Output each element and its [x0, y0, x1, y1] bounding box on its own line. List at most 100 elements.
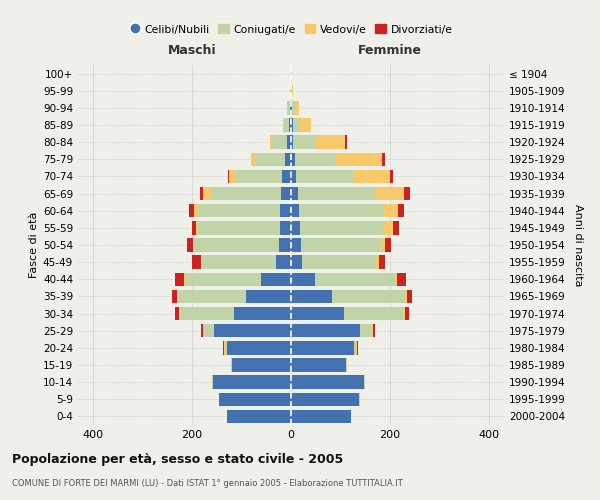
Bar [385, 238, 391, 252]
Bar [404, 187, 410, 200]
Text: Popolazione per età, sesso e stato civile - 2005: Popolazione per età, sesso e stato civil… [12, 452, 343, 466]
Bar [175, 307, 179, 320]
Text: Femmine: Femmine [358, 44, 422, 58]
Bar [291, 187, 298, 200]
Bar [256, 152, 285, 166]
Bar [291, 170, 296, 183]
Bar [292, 101, 295, 114]
Bar [199, 204, 280, 218]
Bar [291, 290, 332, 303]
Bar [376, 256, 379, 269]
Bar [295, 152, 335, 166]
Bar [361, 324, 371, 338]
Bar [281, 187, 291, 200]
Bar [371, 324, 373, 338]
Bar [291, 358, 346, 372]
Bar [172, 290, 176, 303]
Bar [301, 238, 381, 252]
Bar [291, 136, 293, 149]
Bar [230, 358, 232, 372]
Bar [291, 238, 301, 252]
Bar [397, 272, 406, 286]
Bar [223, 341, 224, 354]
Bar [405, 307, 409, 320]
Bar [383, 204, 398, 218]
Bar [291, 392, 359, 406]
Bar [203, 187, 212, 200]
Bar [198, 221, 280, 234]
Bar [296, 170, 353, 183]
Bar [300, 221, 383, 234]
Bar [212, 187, 281, 200]
Bar [200, 187, 203, 200]
Bar [332, 290, 405, 303]
Bar [282, 170, 291, 183]
Bar [302, 256, 376, 269]
Bar [194, 238, 278, 252]
Text: COMUNE DI FORTE DEI MARMI (LU) - Dati ISTAT 1° gennaio 2005 - Elaborazione TUTTI: COMUNE DI FORTE DEI MARMI (LU) - Dati IS… [12, 479, 403, 488]
Bar [382, 152, 385, 166]
Bar [393, 221, 399, 234]
Bar [224, 341, 227, 354]
Bar [293, 118, 301, 132]
Bar [270, 136, 272, 149]
Bar [373, 324, 375, 338]
Bar [272, 136, 287, 149]
Bar [291, 118, 293, 132]
Bar [227, 341, 291, 354]
Text: Maschi: Maschi [167, 44, 216, 58]
Bar [291, 101, 292, 114]
Bar [293, 136, 316, 149]
Bar [184, 272, 185, 286]
Bar [283, 118, 284, 132]
Bar [278, 238, 291, 252]
Bar [291, 256, 302, 269]
Bar [299, 204, 383, 218]
Bar [379, 256, 385, 269]
Bar [335, 152, 382, 166]
Bar [190, 204, 194, 218]
Bar [375, 187, 404, 200]
Y-axis label: Anni di nascita: Anni di nascita [572, 204, 583, 286]
Bar [201, 324, 203, 338]
Bar [192, 256, 201, 269]
Bar [395, 272, 397, 286]
Bar [235, 170, 282, 183]
Bar [346, 136, 347, 149]
Bar [175, 272, 184, 286]
Bar [295, 101, 299, 114]
Bar [291, 410, 352, 423]
Bar [364, 376, 365, 389]
Bar [280, 204, 291, 218]
Y-axis label: Fasce di età: Fasce di età [29, 212, 39, 278]
Bar [316, 136, 346, 149]
Bar [234, 307, 291, 320]
Bar [276, 256, 291, 269]
Bar [192, 221, 196, 234]
Bar [232, 358, 291, 372]
Bar [227, 410, 291, 423]
Bar [284, 118, 289, 132]
Bar [203, 324, 214, 338]
Bar [289, 118, 291, 132]
Bar [288, 101, 290, 114]
Bar [291, 221, 300, 234]
Bar [291, 307, 344, 320]
Bar [201, 256, 202, 269]
Legend: Celibi/Nubili, Coniugati/e, Vedovi/e, Divorziati/e: Celibi/Nubili, Coniugati/e, Vedovi/e, Di… [125, 20, 457, 39]
Bar [290, 101, 291, 114]
Bar [213, 376, 291, 389]
Bar [196, 221, 198, 234]
Bar [292, 84, 293, 98]
Bar [227, 170, 229, 183]
Bar [291, 376, 364, 389]
Bar [353, 170, 390, 183]
Bar [185, 272, 261, 286]
Bar [383, 221, 393, 234]
Bar [193, 238, 194, 252]
Bar [355, 341, 356, 354]
Bar [280, 221, 291, 234]
Bar [229, 170, 235, 183]
Bar [405, 290, 407, 303]
Bar [298, 187, 375, 200]
